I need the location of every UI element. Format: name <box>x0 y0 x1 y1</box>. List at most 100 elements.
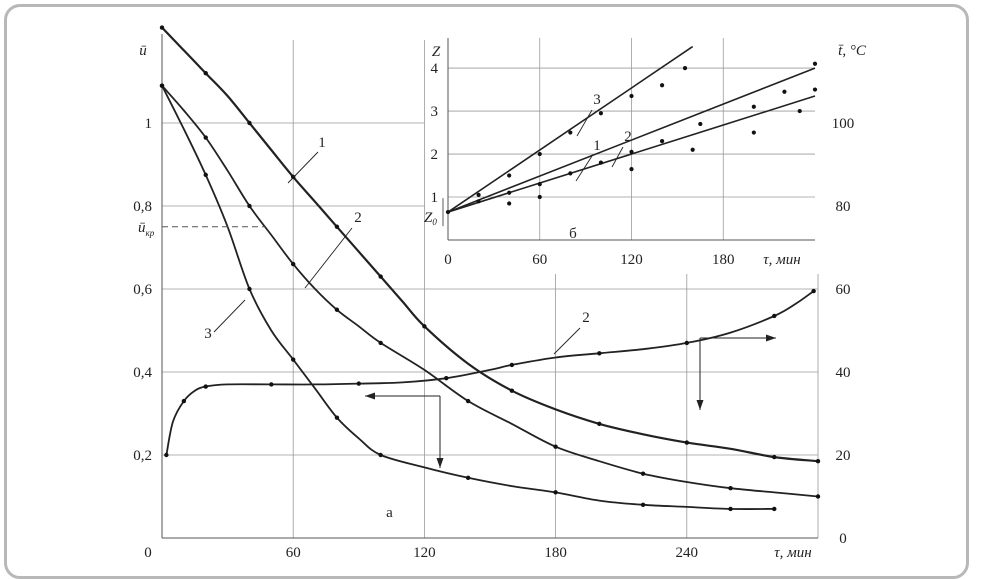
data-point <box>640 471 646 476</box>
inset-data-point <box>782 89 787 94</box>
inset-data-point <box>690 147 695 152</box>
panel-label-a: а <box>386 505 393 521</box>
panel-label-b: б <box>569 226 577 242</box>
main-curves <box>159 25 821 512</box>
inset-x-tick-label: 120 <box>620 252 643 268</box>
curve-leader-line <box>213 299 246 333</box>
inset-data-point <box>507 190 512 195</box>
y-right-axis-label: t̄, °C <box>838 43 867 59</box>
inset-curve-leader-line <box>576 109 593 137</box>
inset-data-point <box>812 87 818 92</box>
inset-series-line-3 <box>447 45 694 213</box>
inset-data-point <box>797 108 802 114</box>
data-point <box>640 502 646 507</box>
inset-data-point <box>537 151 542 157</box>
data-point <box>159 83 165 88</box>
inset-data-point <box>812 61 818 66</box>
data-point <box>772 313 777 319</box>
data-point <box>356 381 361 386</box>
inset-data-point <box>659 139 665 144</box>
data-point <box>465 475 471 481</box>
inset-data-point <box>476 199 481 204</box>
data-point <box>378 340 383 346</box>
y-right-tick-label: 0 <box>839 531 847 547</box>
inset-grid <box>447 38 815 241</box>
data-point <box>159 25 165 30</box>
y-left-axis-label: ū <box>139 43 147 59</box>
inset-data-point <box>629 93 634 99</box>
data-point <box>553 444 558 449</box>
inset-curve-number-label: 3 <box>593 92 601 108</box>
inset-panel-background <box>425 36 825 274</box>
curve-number-label: 2 <box>582 310 590 326</box>
inset-intercept-subscript: 0 <box>432 217 437 227</box>
data-point <box>291 261 296 267</box>
inset-data-point <box>507 173 512 178</box>
data-point <box>203 71 208 76</box>
y-left-tick-label: 1 <box>145 116 153 132</box>
curve-number-label: 3 <box>204 326 212 342</box>
curve-number-label: 1 <box>318 135 326 151</box>
data-point <box>203 384 208 389</box>
data-point <box>509 362 515 368</box>
data-point <box>811 288 816 294</box>
x-tick-label: 180 <box>544 545 567 561</box>
data-point <box>465 398 471 404</box>
labels: 0 60 120 180 240 τ, мин0,20,40,60,81ū02040608… <box>133 43 867 561</box>
y-left-tick-label: 0,8 <box>133 199 152 215</box>
inset-data-point <box>629 149 634 154</box>
critical-value-subscript: кр <box>146 228 155 238</box>
inset-background <box>425 36 825 274</box>
data-point <box>684 340 689 346</box>
x-tick-label: 240 <box>676 545 699 561</box>
inset-y-tick-label: 3 <box>431 104 439 120</box>
data-point <box>815 459 821 464</box>
inset-data-point <box>476 192 481 197</box>
inset-curves <box>445 45 818 215</box>
data-point <box>203 172 208 178</box>
data-point <box>334 307 340 312</box>
inset-data-point <box>598 111 604 116</box>
inset-data-point <box>598 160 604 165</box>
inset-y-axis-label: Z <box>432 44 441 60</box>
data-point <box>247 286 252 292</box>
inset-x-tick-label: 60 <box>532 252 547 268</box>
curve-leader-line <box>287 151 319 184</box>
series-line-3-left <box>161 85 775 510</box>
y-left-tick-label: 0,4 <box>133 365 152 381</box>
inset-data-point <box>751 104 756 109</box>
inset-curve-leader-line <box>575 155 593 182</box>
y-right-tick-label: 20 <box>836 448 851 464</box>
data-point <box>378 452 383 458</box>
arrow-down-from-temperature-head <box>696 400 704 410</box>
data-point <box>181 398 187 404</box>
inset-x-axis-label: τ, мин <box>763 252 800 268</box>
curve-leader-line <box>304 227 353 289</box>
arrow-to-left-axis-head <box>365 392 375 400</box>
data-point <box>203 135 208 140</box>
curve-number-label: 2 <box>354 210 362 226</box>
chart-canvas: 0 60 120 180 240 τ, мин0,20,40,60,81ū02040608… <box>133 25 867 561</box>
inset-data-point <box>629 166 634 172</box>
inset-data-point <box>568 130 573 135</box>
series-line-1-left <box>161 26 819 463</box>
data-point <box>164 452 169 458</box>
inset-x-tick-label: 180 <box>712 252 735 268</box>
data-point <box>597 421 602 427</box>
annotations <box>162 109 776 468</box>
inset-data-point <box>537 194 542 200</box>
data-point <box>728 506 733 512</box>
inset-data-point <box>568 171 573 176</box>
data-point <box>509 388 515 393</box>
y-right-tick-label: 40 <box>836 365 851 381</box>
data-point <box>378 274 383 279</box>
inset-y-tick-label: 2 <box>431 147 439 163</box>
inset-data-point <box>698 121 703 127</box>
curve-leader-line <box>553 327 581 355</box>
inset-curve-leader-line <box>611 146 624 168</box>
inset-x-tick-label: 0 <box>444 252 452 268</box>
arrow-to-right-axis-head <box>766 334 776 342</box>
data-point <box>772 454 777 460</box>
y-right-tick-label: 80 <box>836 199 851 215</box>
data-point <box>334 415 340 420</box>
